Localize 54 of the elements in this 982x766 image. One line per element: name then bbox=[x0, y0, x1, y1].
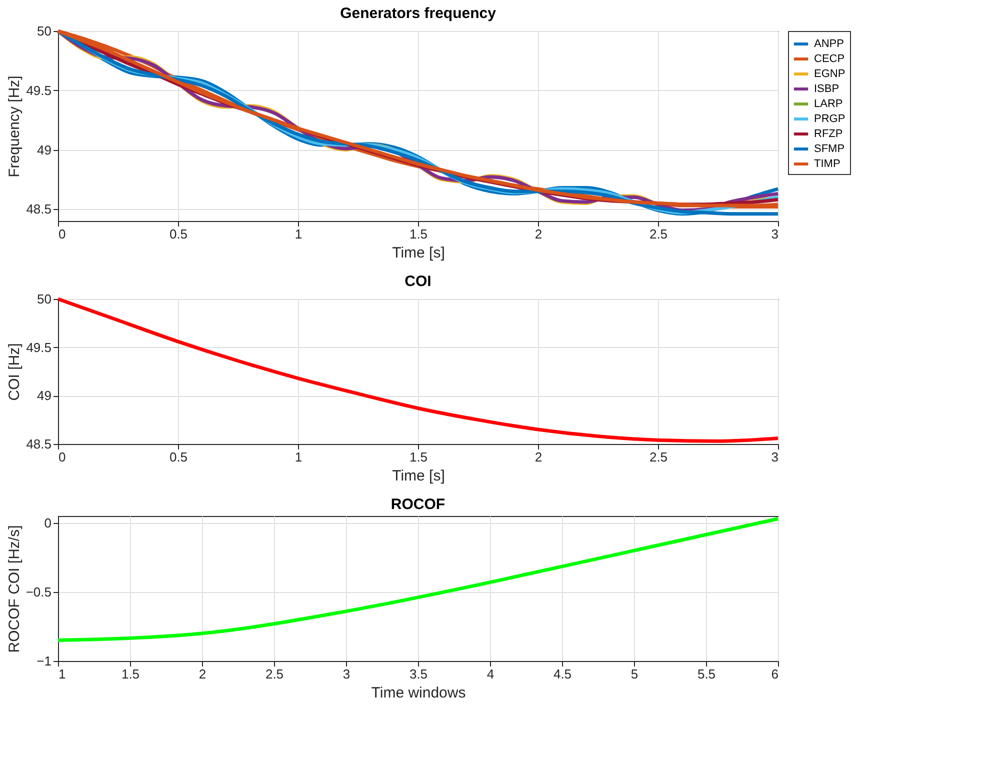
x-tick-label: 2.5 bbox=[265, 666, 284, 682]
x-tick-label: 1 bbox=[58, 666, 66, 682]
y-tick-label: 49.5 bbox=[26, 340, 52, 355]
x-axis-title: Time [s] bbox=[392, 468, 445, 484]
legend-label: TIMP bbox=[814, 158, 840, 170]
x-tick-label: 2 bbox=[534, 450, 542, 464]
y-axis-title: ROCOF COI [Hz/s] bbox=[6, 525, 23, 653]
y-axis-title: Frequency [Hz] bbox=[6, 76, 24, 178]
y-tick-label: 50 bbox=[37, 292, 52, 306]
x-tick-label: 0.5 bbox=[169, 450, 188, 464]
x-tick-label: 1 bbox=[294, 226, 302, 242]
y-tick-label: 0 bbox=[44, 515, 52, 530]
x-tick-label: 0 bbox=[58, 226, 66, 242]
x-tick-label: 3 bbox=[342, 666, 350, 682]
legend-label: ANPP bbox=[814, 38, 844, 50]
x-tick-label: 3 bbox=[771, 226, 778, 242]
x-tick-label: 4.5 bbox=[553, 666, 572, 682]
x-tick-label: 2 bbox=[198, 666, 206, 682]
y-tick-label: 48.5 bbox=[26, 202, 52, 217]
x-tick-label: 2 bbox=[534, 226, 542, 242]
x-tick-label: 6 bbox=[771, 666, 778, 682]
chart-title: Generators frequency bbox=[340, 5, 497, 22]
y-tick-label: −0.5 bbox=[26, 584, 52, 600]
x-tick-label: 0 bbox=[58, 450, 66, 464]
y-tick-label: 49.5 bbox=[26, 82, 52, 98]
x-axis-title: Time windows bbox=[371, 684, 466, 702]
chart-title: COI bbox=[404, 273, 432, 290]
x-tick-label: 4 bbox=[486, 666, 494, 682]
y-tick-label: 49 bbox=[37, 388, 52, 404]
y-tick-label: 48.5 bbox=[26, 436, 52, 452]
x-tick-label: 5.5 bbox=[697, 666, 716, 682]
legend-label: CECP bbox=[814, 53, 845, 65]
y-tick-label: −1 bbox=[36, 654, 52, 668]
x-tick-label: 2.5 bbox=[649, 450, 668, 464]
x-tick-label: 1.5 bbox=[409, 450, 428, 464]
x-tick-label: 3.5 bbox=[409, 666, 428, 682]
y-tick-label: 49 bbox=[37, 142, 52, 158]
y-tick-label: 50 bbox=[37, 24, 52, 38]
x-axis-title: Time [s] bbox=[392, 244, 445, 262]
legend-label: SFMP bbox=[814, 143, 845, 155]
x-tick-label: 1 bbox=[294, 450, 302, 464]
legend-label: EGNP bbox=[814, 68, 846, 80]
x-tick-label: 5 bbox=[630, 666, 638, 682]
legend-label: PRGP bbox=[814, 113, 846, 125]
x-tick-label: 0.5 bbox=[169, 226, 188, 242]
x-tick-label: 1.5 bbox=[409, 226, 428, 242]
x-tick-label: 1.5 bbox=[121, 666, 140, 682]
y-axis-title: COI [Hz] bbox=[6, 343, 24, 401]
legend-label: LARP bbox=[814, 98, 843, 110]
legend-label: ISBP bbox=[814, 83, 840, 95]
x-tick-label: 3 bbox=[771, 450, 778, 464]
x-tick-label: 2.5 bbox=[649, 226, 668, 242]
legend-label: RFZP bbox=[814, 128, 843, 140]
chart-title: ROCOF bbox=[390, 496, 446, 513]
